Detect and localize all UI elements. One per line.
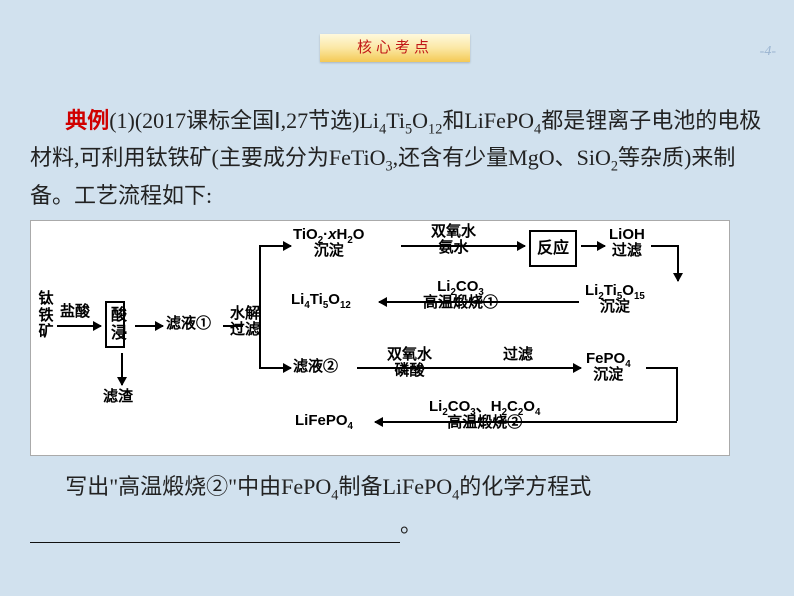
node-react: 反应 <box>529 230 577 267</box>
question-paragraph: 写出"高温煅烧②"中由FePO4制备LiFePO4的化学方程式 。 <box>30 468 764 543</box>
stub-lioh <box>651 245 679 247</box>
node-filtrate1: 滤液① <box>166 316 211 332</box>
label-calcine1: Li2CO3高温煅烧① <box>423 279 498 311</box>
q1a: 写出"高温煅烧②"中由FePO <box>65 474 331 499</box>
s2: 12 <box>428 121 442 137</box>
label-calcine2: Li2CO3、H2C2O4高温煅烧② <box>429 399 540 431</box>
node-filtrate2: 滤液② <box>293 359 338 375</box>
page-number: -4- <box>760 44 776 60</box>
arrow-tio2 <box>259 245 291 247</box>
period: 。 <box>400 512 422 537</box>
node-tio2: TiO2·xH2O沉淀 <box>293 227 364 259</box>
t2: O <box>412 108 428 133</box>
s5: 2 <box>611 159 618 175</box>
arrow-lioh <box>581 245 605 247</box>
label-h2o2-nh3: 双氧水氨水 <box>431 224 476 256</box>
t0: (1)(2017课标全国Ⅰ,27节选)Li <box>109 108 379 133</box>
stub1 <box>223 325 243 327</box>
arrow-li2ti5o15 <box>677 245 679 281</box>
arrow-hcl <box>57 325 101 327</box>
label-hydrolysis: 水解过滤 <box>230 306 260 338</box>
split-vert <box>259 245 261 369</box>
header-tab: 核心考点 <box>320 34 470 62</box>
process-flowchart: 钛铁矿 盐酸 酸浸 滤渣 滤液① 水解过滤 TiO2·xH2O沉淀 双氧水氨水 … <box>30 220 730 456</box>
q1b: 制备LiFePO <box>338 474 452 499</box>
answer-blank <box>30 519 400 543</box>
node-residue: 滤渣 <box>103 389 133 405</box>
label-h2o2-h3po4: 双氧水磷酸 <box>387 347 432 379</box>
t5: ,还含有少量MgO、SiO <box>393 145 611 170</box>
label-filter2: 过滤 <box>503 347 533 363</box>
arrow-residue <box>121 353 123 385</box>
main-content: 典例(1)(2017课标全国Ⅰ,27节选)Li4Ti5O12和LiFePO4都是… <box>30 102 764 543</box>
t3: 和LiFePO <box>442 108 534 133</box>
s4: 3 <box>386 159 393 175</box>
node-acid-leach: 酸浸 <box>105 301 125 348</box>
arrow-filtrate1 <box>135 325 163 327</box>
node-lifepo4: LiFePO4 <box>295 413 353 429</box>
corner-fepo4 <box>676 367 678 421</box>
example-label: 典例 <box>65 108 109 133</box>
label-hcl: 盐酸 <box>60 304 90 320</box>
node-li2ti5o15: Li2Ti5O15沉淀 <box>585 283 645 315</box>
node-lioh: LiOH过滤 <box>609 227 645 259</box>
intro-paragraph: 典例(1)(2017课标全国Ⅰ,27节选)Li4Ti5O12和LiFePO4都是… <box>30 102 764 214</box>
node-li4ti5o12: Li4Ti5O12 <box>291 292 351 308</box>
node-ore: 钛铁矿 <box>37 291 55 341</box>
q1c: 的化学方程式 <box>459 474 591 499</box>
arrow-filtrate2 <box>259 367 291 369</box>
stub-fepo4 <box>646 367 678 369</box>
t1: Ti <box>386 108 405 133</box>
node-fepo4: FePO4沉淀 <box>586 351 631 383</box>
